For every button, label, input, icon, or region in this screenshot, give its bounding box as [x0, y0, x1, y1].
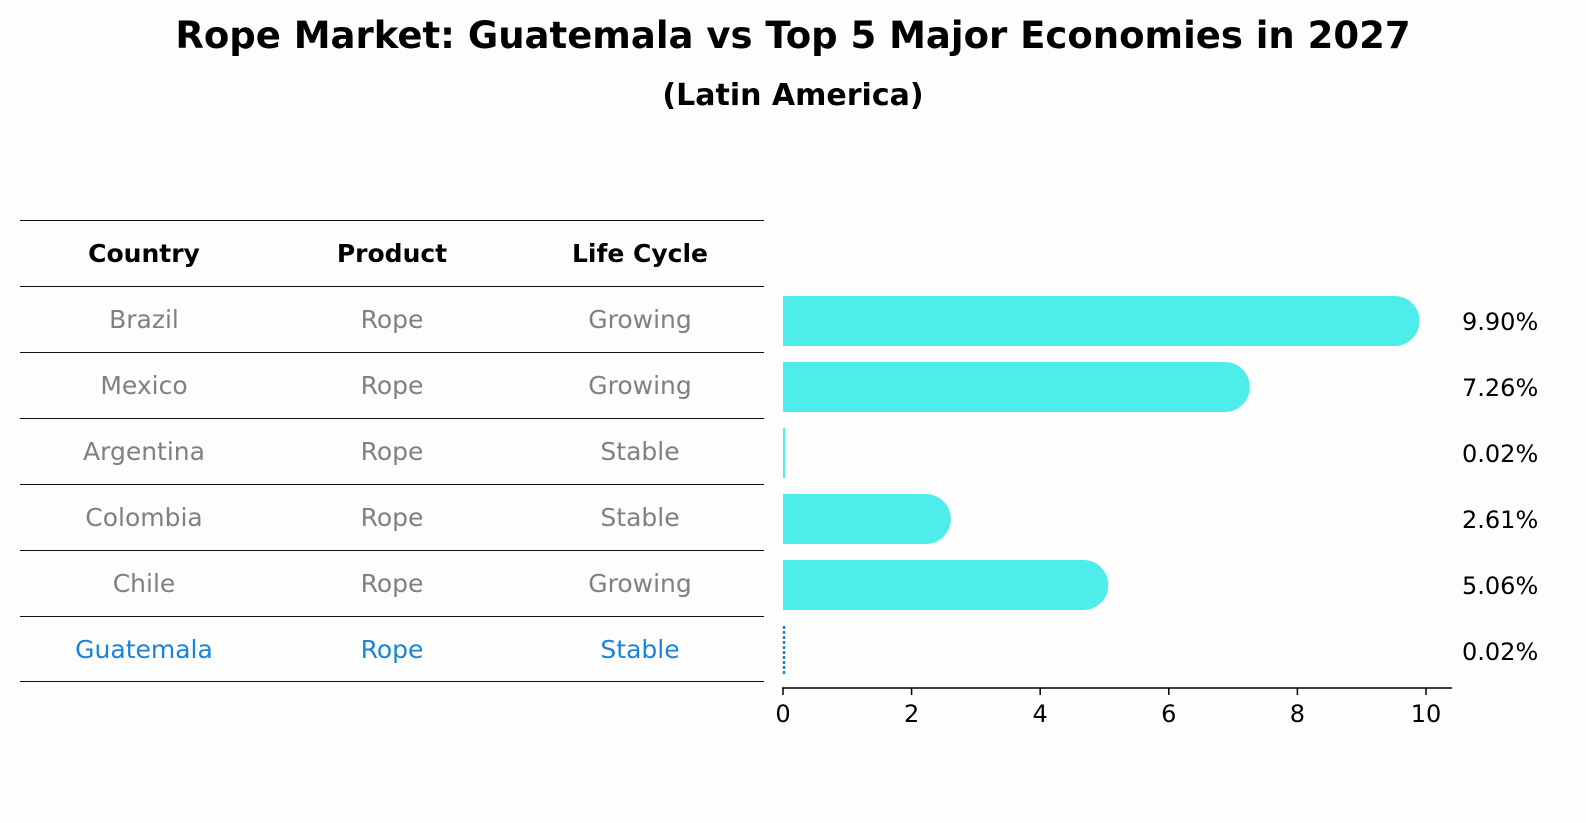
table-row: Chile Rope Growing: [20, 550, 764, 616]
bar-value-label: 2.61%: [1462, 506, 1538, 534]
x-tick-label: 8: [1290, 700, 1305, 728]
cell-product: Rope: [360, 569, 424, 598]
cell-country: Brazil: [109, 305, 179, 334]
cell-country: Colombia: [85, 503, 203, 532]
header-life-cycle: Life Cycle: [571, 239, 709, 268]
cell-life-cycle: Growing: [588, 569, 692, 598]
cell-country: Chile: [112, 569, 176, 598]
bar: [783, 494, 951, 544]
x-tick-label: 6: [1161, 700, 1176, 728]
chart-subtitle: (Latin America): [662, 78, 924, 113]
cell-life-cycle: Stable: [600, 437, 680, 466]
cell-life-cycle: Growing: [588, 371, 692, 400]
chart-title: Rope Market: Guatemala vs Top 5 Major Ec…: [175, 14, 1411, 57]
cell-life-cycle: Stable: [600, 634, 680, 664]
bar-value-label: 0.02%: [1462, 440, 1538, 468]
header-product: Product: [336, 239, 448, 268]
cell-life-cycle: Stable: [600, 503, 680, 532]
cell-product: Rope: [360, 503, 424, 532]
bar-value-label: 7.26%: [1462, 374, 1538, 402]
cell-product: Rope: [360, 634, 424, 664]
cell-product: Rope: [360, 305, 424, 334]
data-table: Country Product Life Cycle Brazil Rope G…: [20, 220, 764, 682]
cell-life-cycle: Growing: [588, 305, 692, 334]
bar-value-label: 0.02%: [1462, 638, 1538, 666]
table-row: Brazil Rope Growing: [20, 286, 764, 352]
x-tick-label: 0: [775, 700, 790, 728]
bar: [783, 428, 785, 478]
x-tick-label: 10: [1411, 700, 1442, 728]
table-row: Mexico Rope Growing: [20, 352, 764, 418]
bar: [783, 560, 1109, 610]
bar: [783, 362, 1250, 412]
cell-product: Rope: [360, 437, 424, 466]
cell-country: Argentina: [83, 437, 205, 466]
table-header-row: Country Product Life Cycle: [20, 220, 764, 286]
bar-value-label: 5.06%: [1462, 572, 1538, 600]
bar-chart: 9.90% 7.26% 0.02% 2.61% 5.06% 0.02% 0 2 4 6 8 10: [775, 296, 1538, 728]
table-row-highlighted: Guatemala Rope Stable: [20, 616, 764, 682]
cell-product: Rope: [360, 371, 424, 400]
table-row: Colombia Rope Stable: [20, 484, 764, 550]
x-tick-label: 4: [1033, 700, 1048, 728]
table-row: Argentina Rope Stable: [20, 418, 764, 484]
cell-country: Guatemala: [75, 634, 213, 664]
cell-country: Mexico: [100, 371, 188, 400]
header-country: Country: [88, 239, 200, 268]
bar-value-label: 9.90%: [1462, 308, 1538, 336]
bar: [783, 296, 1420, 346]
x-tick-label: 2: [904, 700, 919, 728]
